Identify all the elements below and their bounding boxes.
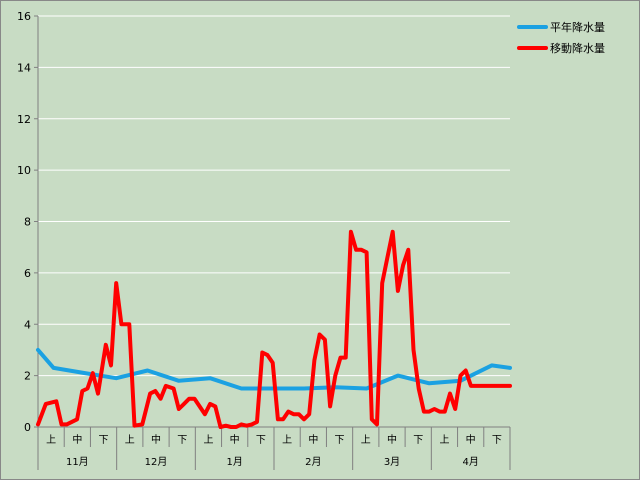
period-label: 下 [492, 435, 502, 446]
y-tick-label: 10 [17, 164, 31, 177]
y-tick-label: 2 [24, 370, 31, 383]
period-label: 中 [151, 433, 161, 446]
period-label: 上 [125, 434, 135, 446]
period-label: 中 [466, 433, 476, 446]
y-tick-label: 0 [24, 421, 31, 434]
period-label: 上 [361, 434, 371, 446]
period-label: 中 [308, 433, 318, 446]
legend-label: 移動降水量 [550, 41, 605, 55]
series-line-1 [36, 347, 512, 391]
month-label: 2月 [305, 456, 321, 468]
y-tick-label: 4 [24, 318, 31, 331]
month-label: 4月 [462, 456, 478, 468]
period-label: 上 [439, 434, 449, 446]
period-label: 上 [282, 434, 292, 446]
month-label: 11月 [66, 456, 89, 468]
axes: 0246810121416上中下11月上中下12月上中下1月上中下2月上中下3月… [17, 10, 511, 470]
month-label: 3月 [384, 456, 400, 468]
series-lines [36, 229, 512, 429]
period-label: 中 [72, 433, 82, 446]
legend-label: 平年降水量 [550, 20, 605, 34]
y-tick-label: 16 [17, 10, 31, 23]
period-label: 下 [177, 435, 187, 446]
grid [38, 15, 510, 428]
series-line-2 [36, 229, 512, 429]
period-label: 中 [230, 433, 240, 446]
period-label: 下 [99, 435, 109, 446]
period-label: 上 [46, 434, 56, 446]
period-label: 中 [387, 433, 397, 446]
month-label: 1月 [226, 456, 242, 468]
month-label: 12月 [145, 456, 168, 468]
period-label: 下 [256, 435, 266, 446]
period-label: 上 [203, 434, 213, 446]
period-label: 下 [335, 435, 345, 446]
y-tick-label: 12 [17, 113, 31, 126]
period-label: 下 [413, 435, 423, 446]
y-tick-label: 14 [17, 61, 31, 74]
y-tick-label: 6 [24, 267, 31, 280]
y-tick-label: 8 [24, 216, 31, 229]
